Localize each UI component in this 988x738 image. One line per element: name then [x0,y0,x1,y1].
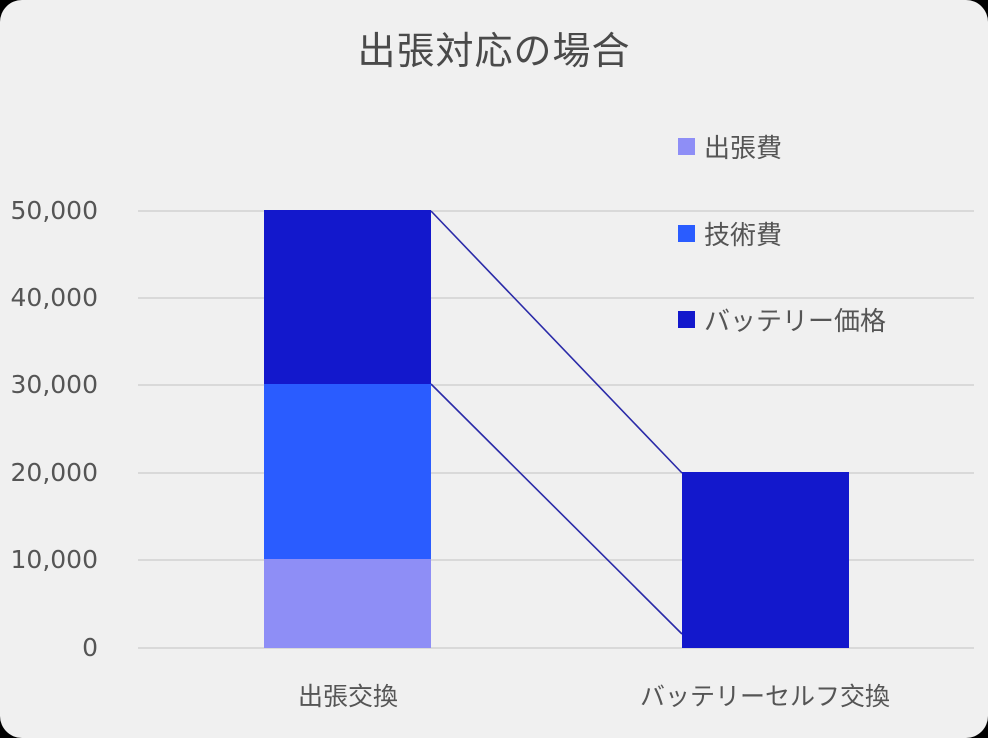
gridline-40000 [138,297,974,299]
y-tick-label: 0 [82,633,98,662]
gridline-20000 [138,472,974,474]
y-tick-label: 20,000 [10,458,98,487]
y-tick-label: 30,000 [10,370,98,399]
legend-label: 出張費 [704,134,783,164]
x-axis-label: 出張交換 [297,682,398,711]
bar-segment-battery-price [264,210,431,384]
y-tick-label: 50,000 [10,196,98,225]
gridline-30000 [138,384,974,386]
bar-segment-battery-price-self [682,472,849,648]
legend-item-technical-fee: 技術費 [678,215,782,252]
legend-item-travel-fee: 出張費 [678,128,782,165]
legend-label: 技術費 [704,221,783,251]
chart-title: 出張対応の場合 [357,29,631,73]
legend-item-battery-price: バッテリー価格 [678,301,886,338]
y-tick-label: 40,000 [10,283,98,312]
gridline-50000 [138,210,974,212]
legend-swatch-icon [678,311,695,328]
legend-label: バッテリー価格 [704,307,887,337]
gridline-10000 [138,559,974,561]
bar-segment-travel-fee [264,559,431,648]
gridline-0 [138,647,974,649]
x-axis-label: バッテリーセルフ交換 [639,682,890,711]
legend-swatch-icon [678,225,695,242]
legend-swatch-icon [678,138,695,155]
y-tick-label: 10,000 [10,545,98,574]
bar-segment-technical-fee [264,384,431,559]
